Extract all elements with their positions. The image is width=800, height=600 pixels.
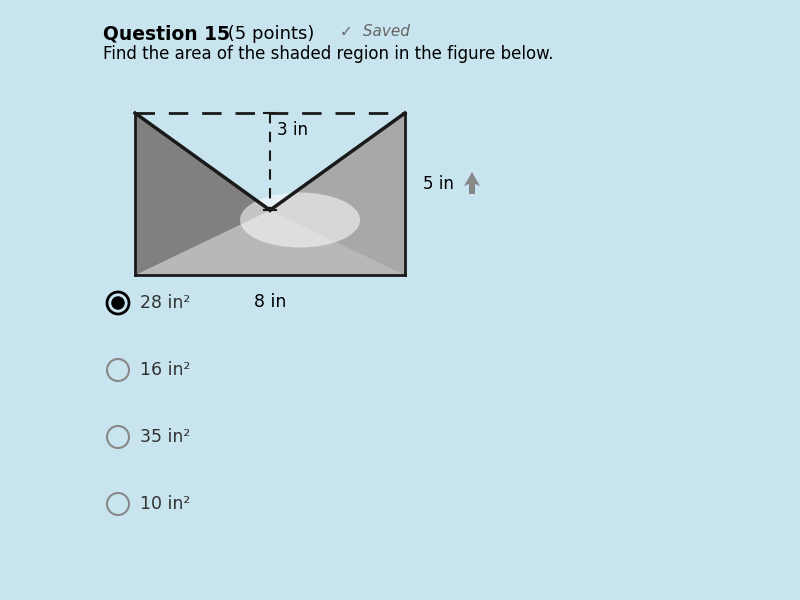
Circle shape bbox=[112, 297, 124, 309]
Text: 3 in: 3 in bbox=[277, 121, 308, 139]
Text: (5 points): (5 points) bbox=[222, 25, 314, 43]
Text: 35 in²: 35 in² bbox=[140, 428, 190, 446]
Polygon shape bbox=[464, 172, 480, 194]
Text: Find the area of the shaded region in the figure below.: Find the area of the shaded region in th… bbox=[103, 45, 554, 63]
Ellipse shape bbox=[240, 193, 360, 247]
Text: 10 in²: 10 in² bbox=[140, 495, 190, 513]
Text: ✓: ✓ bbox=[340, 24, 353, 39]
Polygon shape bbox=[270, 113, 405, 275]
Polygon shape bbox=[270, 113, 405, 275]
Polygon shape bbox=[135, 113, 405, 210]
Text: 5 in: 5 in bbox=[423, 175, 454, 193]
Polygon shape bbox=[135, 113, 270, 275]
Text: 28 in²: 28 in² bbox=[140, 294, 190, 312]
Polygon shape bbox=[135, 113, 270, 275]
Text: Question 15: Question 15 bbox=[103, 25, 230, 44]
Text: 16 in²: 16 in² bbox=[140, 361, 190, 379]
Text: Saved: Saved bbox=[358, 24, 410, 39]
Polygon shape bbox=[135, 113, 405, 275]
Text: 8 in: 8 in bbox=[254, 293, 286, 311]
